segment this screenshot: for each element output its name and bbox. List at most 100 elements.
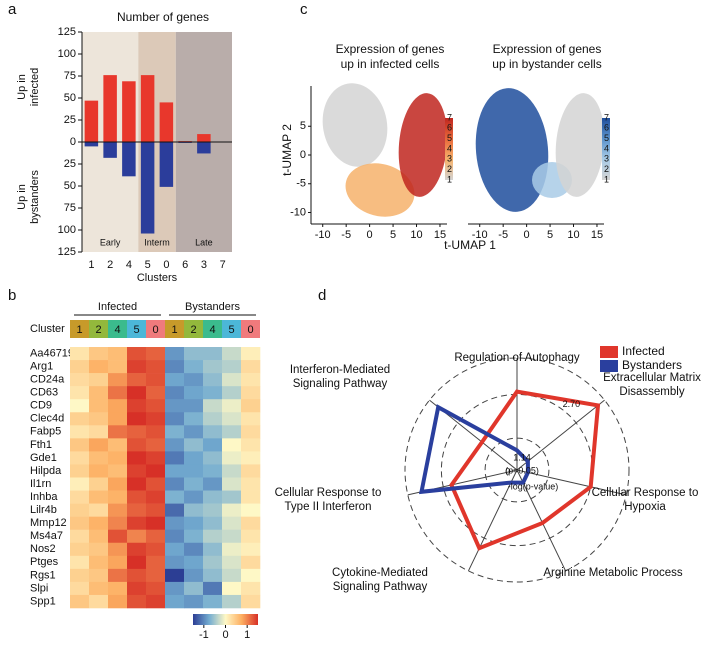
column-color	[108, 320, 127, 338]
heat-cell	[165, 503, 185, 517]
heat-cell	[203, 412, 223, 426]
colorbar-tick-label: 2	[447, 164, 452, 174]
plot-title: up in infected cells	[341, 57, 440, 71]
heat-cell	[108, 516, 128, 530]
heat-cell	[70, 503, 90, 517]
heat-cell	[222, 438, 242, 452]
heat-cell	[127, 490, 147, 504]
bar	[103, 75, 117, 142]
row-label: Clec4d	[30, 413, 64, 425]
heat-cell	[184, 529, 204, 544]
heat-cell	[108, 373, 128, 387]
panel-label: b	[8, 287, 16, 304]
bar	[122, 142, 136, 177]
row-label: Fabp5	[30, 426, 61, 438]
heat-cell	[165, 581, 185, 596]
heat-cell	[70, 425, 90, 439]
heat-cell	[108, 503, 128, 517]
heat-cell	[222, 425, 242, 439]
heat-cell	[70, 581, 90, 596]
heat-cell	[184, 464, 204, 478]
heat-cell	[108, 594, 128, 609]
heat-cell	[241, 347, 261, 361]
y-tick-label: 100	[58, 224, 76, 236]
heat-cell	[184, 386, 204, 400]
column-color	[241, 320, 260, 338]
heat-cell	[146, 581, 166, 596]
y-axis-label: bystanders	[29, 170, 41, 224]
y-axis-label: Up in	[16, 184, 28, 210]
heat-cell	[108, 568, 128, 583]
heat-cell	[146, 464, 166, 478]
legend-swatch	[600, 360, 618, 372]
x-tick-label: 4	[126, 259, 132, 271]
heat-cell	[222, 581, 242, 596]
heat-cell	[127, 464, 147, 478]
column-color	[146, 320, 165, 338]
x-axis-label: t-UMAP 1	[444, 238, 496, 252]
column-color	[89, 320, 108, 338]
heat-cell	[203, 529, 223, 544]
heat-cell	[108, 412, 128, 426]
heat-cell	[146, 360, 166, 374]
x-tick-label: 7	[220, 259, 226, 271]
heat-cell	[184, 412, 204, 426]
heat-cell	[222, 555, 242, 570]
colorbar-tick-label: 3	[447, 154, 452, 164]
row-label: Hilpda	[30, 465, 62, 477]
heat-cell	[241, 555, 261, 570]
r-tick-label: 0	[505, 466, 510, 476]
heat-cell	[70, 464, 90, 478]
colorbar-tick-label: 3	[604, 154, 609, 164]
heat-cell	[89, 451, 109, 465]
heat-cell	[222, 386, 242, 400]
heat-cell	[184, 347, 204, 361]
row-header: Cluster	[30, 323, 65, 335]
heat-cell	[146, 490, 166, 504]
x-tick-label: -5	[341, 229, 351, 241]
y-tick-label: 25	[64, 158, 76, 170]
axis-label: Signaling Pathway	[333, 581, 428, 593]
y-tick-label: 0	[300, 149, 306, 161]
heat-cell	[146, 347, 166, 361]
column-label: 2	[95, 324, 101, 336]
x-tick-label: 2	[107, 259, 113, 271]
y-axis-label: infected	[29, 68, 41, 107]
bar	[84, 142, 99, 147]
heat-cell	[165, 594, 185, 609]
heat-cell	[146, 568, 166, 583]
heat-cell	[165, 438, 185, 452]
region-label: Interm	[144, 237, 170, 247]
r-tick-note: (p=0.05)	[505, 465, 539, 475]
heat-cell	[89, 347, 109, 361]
heat-cell	[184, 477, 204, 491]
bar	[197, 142, 211, 154]
heat-cell	[184, 490, 204, 504]
r-tick-label: 2.70	[563, 399, 581, 409]
heat-cell	[222, 503, 242, 517]
y-tick-label: 100	[58, 48, 76, 60]
heat-cell	[127, 360, 147, 374]
heat-cell	[108, 477, 128, 491]
heat-cell	[127, 347, 147, 361]
colorbar-tick-label: 5	[447, 133, 452, 143]
heat-cell	[165, 425, 185, 439]
panel-label: a	[8, 1, 17, 18]
x-tick-label: 6	[182, 259, 188, 271]
column-color	[165, 320, 184, 338]
heat-cell	[165, 490, 185, 504]
row-label: Il1rn	[30, 478, 51, 490]
row-label: Ptges	[30, 556, 59, 568]
axis-label: Interferon-Mediated	[290, 364, 390, 376]
heat-cell	[184, 438, 204, 452]
heat-cell	[203, 425, 223, 439]
heat-cell	[203, 542, 223, 557]
column-color	[222, 320, 241, 338]
heat-cell	[184, 451, 204, 465]
heat-cell	[89, 360, 109, 374]
heat-cell	[222, 347, 242, 361]
heat-cell	[165, 386, 185, 400]
heat-cell	[146, 516, 166, 530]
